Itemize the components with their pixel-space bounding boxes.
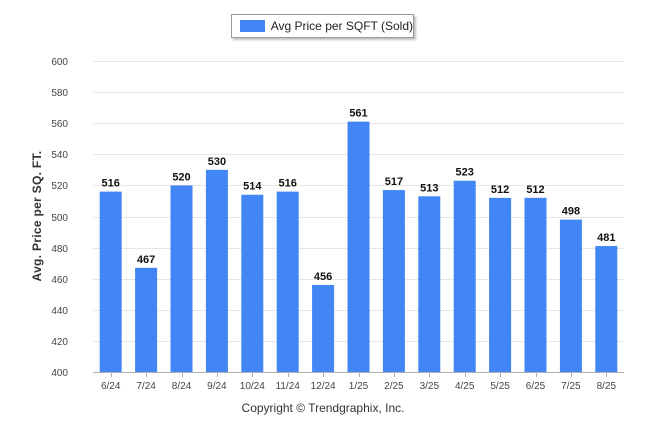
bar bbox=[524, 197, 547, 372]
bars bbox=[99, 121, 618, 373]
x-tick-label: 3/25 bbox=[420, 381, 440, 392]
bar bbox=[595, 246, 618, 372]
legend: Avg Price per SQFT (Sold) bbox=[231, 14, 414, 38]
data-label: 512 bbox=[526, 184, 544, 196]
y-axis-label: Avg. Price per SQ. FT. bbox=[30, 150, 44, 282]
x-tick-label: 6/25 bbox=[526, 381, 546, 392]
data-label: 481 bbox=[597, 232, 615, 244]
y-tick-label: 500 bbox=[51, 213, 68, 224]
x-tick-label: 7/24 bbox=[136, 381, 156, 392]
y-tick-label: 520 bbox=[51, 181, 68, 192]
bar bbox=[382, 190, 405, 372]
data-label: 456 bbox=[314, 271, 332, 283]
x-tick-label: 6/24 bbox=[101, 381, 121, 392]
legend-label: Avg Price per SQFT (Sold) bbox=[270, 19, 413, 33]
bar bbox=[418, 196, 441, 372]
data-label: 513 bbox=[420, 182, 438, 194]
data-label: 516 bbox=[279, 178, 297, 190]
y-tick-label: 420 bbox=[51, 337, 68, 348]
x-tick-labels: 6/24 7/24 8/24 9/24 10/24 11/24 12/24 1/25 2/25 3… bbox=[101, 381, 617, 392]
x-tick-label: 8/25 bbox=[597, 381, 617, 392]
bar bbox=[276, 191, 299, 372]
x-tick-label: 7/25 bbox=[561, 381, 581, 392]
bar bbox=[99, 191, 122, 372]
y-tick-label: 480 bbox=[51, 244, 68, 255]
x-tick-label: 5/25 bbox=[490, 381, 510, 392]
data-labels: 516 467 520 530 514 516 456 561 517 513 523 512 512 4… bbox=[102, 108, 616, 283]
bar bbox=[489, 197, 512, 372]
bar bbox=[241, 194, 264, 372]
bar bbox=[453, 180, 476, 372]
y-tick-label: 560 bbox=[51, 119, 68, 130]
y-tick-labels: 400 420 440 460 480 500 520 540 560 580 600 bbox=[51, 57, 68, 379]
x-tick-label: 12/24 bbox=[311, 381, 336, 392]
x-tick-label: 11/24 bbox=[276, 381, 301, 392]
bar bbox=[205, 169, 228, 372]
data-label: 530 bbox=[208, 156, 226, 168]
bar bbox=[135, 267, 158, 372]
x-tick-label: 4/25 bbox=[455, 381, 475, 392]
data-label: 516 bbox=[102, 178, 120, 190]
data-label: 514 bbox=[243, 181, 262, 193]
data-label: 517 bbox=[385, 176, 403, 188]
data-label: 512 bbox=[491, 184, 509, 196]
bar bbox=[559, 219, 582, 372]
data-label: 561 bbox=[349, 108, 367, 120]
y-tick-label: 400 bbox=[51, 368, 68, 379]
y-tick-label: 440 bbox=[51, 306, 68, 317]
copyright-text: Copyright © Trendgraphix, Inc. bbox=[241, 401, 405, 415]
bar bbox=[312, 284, 335, 372]
bar bbox=[170, 185, 193, 372]
axes bbox=[93, 372, 624, 377]
y-tick-label: 540 bbox=[51, 150, 68, 161]
x-tick-label: 1/25 bbox=[349, 381, 369, 392]
x-tick-label: 9/24 bbox=[207, 381, 227, 392]
x-tick-label: 8/24 bbox=[172, 381, 192, 392]
bar bbox=[347, 121, 370, 373]
y-tick-label: 460 bbox=[51, 275, 68, 286]
legend-swatch bbox=[240, 20, 265, 32]
data-label: 523 bbox=[456, 167, 474, 179]
x-tick-label: 10/24 bbox=[240, 381, 265, 392]
y-tick-label: 580 bbox=[51, 88, 68, 99]
y-tick-label: 600 bbox=[51, 57, 68, 68]
data-label: 498 bbox=[562, 206, 580, 218]
data-label: 520 bbox=[172, 171, 190, 183]
x-tick-label: 2/25 bbox=[384, 381, 404, 392]
data-label: 467 bbox=[137, 254, 155, 266]
